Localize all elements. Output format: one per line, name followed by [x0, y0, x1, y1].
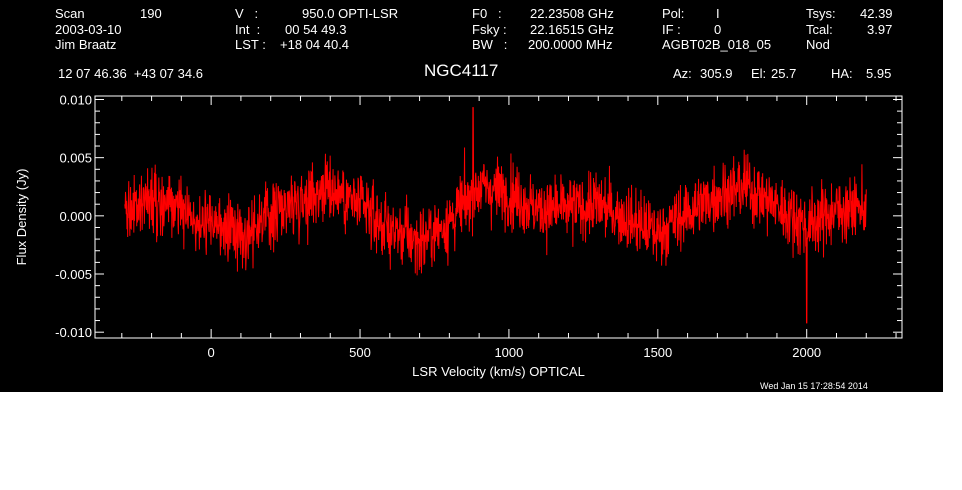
lst-value: +18 04 40.4: [280, 37, 350, 52]
spectrum-series: [124, 107, 867, 324]
source-name: NGC4117: [424, 61, 499, 80]
source-coordinates: 12 07 46.36 +43 07 34.6: [58, 66, 203, 81]
x-tick-label: 0: [208, 345, 215, 360]
observer-name: Jim Braatz: [55, 37, 117, 52]
velocity-label: V :: [235, 6, 259, 21]
elevation-label: El:: [751, 66, 767, 81]
lst-label: LST :: [235, 37, 266, 52]
y-tick-label: 0.010: [59, 92, 92, 107]
bandwidth-label: BW :: [472, 37, 508, 52]
x-tick-label: 2000: [792, 345, 821, 360]
hour-angle-value: 5.95: [866, 66, 892, 81]
scan-value: 190: [140, 6, 162, 21]
if-value: 0: [714, 22, 722, 37]
project-id: AGBT02B_018_05: [662, 37, 772, 52]
f0-value: 22.23508 GHz: [530, 6, 614, 21]
azimuth-label: Az:: [673, 66, 692, 81]
x-axis-label: LSR Velocity (km/s) OPTICAL: [412, 364, 585, 379]
fsky-value: 22.16515 GHz: [530, 22, 614, 37]
nod-mode: Nod: [806, 37, 830, 52]
scan-label: Scan: [55, 6, 85, 21]
elevation-value: 25.7: [771, 66, 797, 81]
fsky-label: Fsky :: [472, 22, 507, 37]
pol-label: Pol:: [662, 6, 685, 21]
axes: 0 500 1000 1500 2000 -0.010 -0.005 0.000 0.005 0.…: [55, 92, 902, 360]
f0-label: F0 :: [472, 6, 502, 21]
integration-label: Int :: [235, 22, 261, 37]
y-axis-label: Flux Density (Jy): [14, 169, 29, 266]
integration-value: 00 54 49.3: [285, 22, 347, 37]
tcal-value: 3.97: [867, 22, 893, 37]
tsys-label: Tsys:: [806, 6, 836, 21]
velocity-value: 950.0 OPTI-LSR: [302, 6, 399, 21]
pol-value: I: [716, 6, 720, 21]
y-tick-label: 0.005: [59, 151, 92, 166]
tcal-label: Tcal:: [806, 22, 833, 37]
y-tick-label: -0.005: [55, 267, 92, 282]
if-label: IF :: [662, 22, 681, 37]
x-tick-label: 500: [349, 345, 371, 360]
x-tick-label: 1500: [643, 345, 672, 360]
azimuth-value: 305.9: [700, 66, 733, 81]
y-tick-label: 0.000: [59, 209, 92, 224]
bandwidth-value: 200.0000 MHz: [528, 37, 613, 52]
spectrum-chart: 0 500 1000 1500 2000 -0.010 -0.005 0.000 0.005 0.…: [14, 92, 903, 379]
plot-panel: Scan 190 2003-03-10 Jim Braatz V : 950.0…: [0, 0, 943, 392]
hour-angle-label: HA:: [831, 66, 853, 81]
plot-frame: [94, 95, 903, 339]
spectrum-line: [124, 107, 867, 324]
y-tick-label: -0.010: [55, 325, 92, 340]
observation-date: 2003-03-10: [55, 22, 122, 37]
x-tick-label: 1000: [494, 345, 523, 360]
tsys-value: 42.39: [860, 6, 893, 21]
timestamp: Wed Jan 15 17:28:54 2014: [760, 381, 868, 391]
